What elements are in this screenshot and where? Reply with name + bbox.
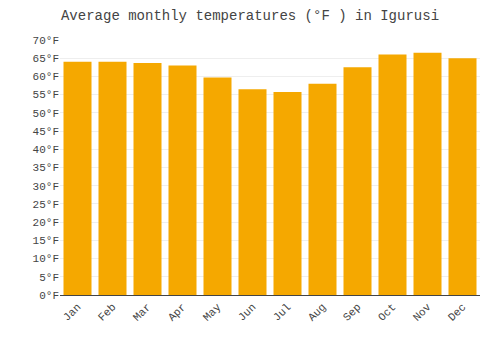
svg-text:70°F: 70°F xyxy=(33,35,59,47)
svg-text:Apr: Apr xyxy=(166,301,188,323)
svg-text:40°F: 40°F xyxy=(33,144,59,156)
svg-text:35°F: 35°F xyxy=(33,162,59,174)
svg-text:10°F: 10°F xyxy=(33,253,59,265)
svg-text:Oct: Oct xyxy=(376,301,398,323)
svg-text:Average monthly temperatures (: Average monthly temperatures (°F ) in Ig… xyxy=(61,8,439,24)
svg-text:Jun: Jun xyxy=(236,301,258,323)
svg-text:5°F: 5°F xyxy=(39,272,59,284)
svg-text:Feb: Feb xyxy=(96,301,118,323)
svg-text:Aug: Aug xyxy=(306,301,328,323)
svg-text:Jan: Jan xyxy=(61,301,83,323)
svg-text:65°F: 65°F xyxy=(33,53,59,65)
svg-text:60°F: 60°F xyxy=(33,71,59,83)
svg-text:Mar: Mar xyxy=(131,301,153,323)
svg-text:30°F: 30°F xyxy=(33,181,59,193)
svg-text:Dec: Dec xyxy=(446,301,468,323)
svg-text:Jul: Jul xyxy=(271,301,293,323)
svg-text:0°F: 0°F xyxy=(39,290,59,302)
svg-text:Nov: Nov xyxy=(411,301,434,324)
svg-text:May: May xyxy=(201,301,224,324)
svg-text:20°F: 20°F xyxy=(33,217,59,229)
svg-text:25°F: 25°F xyxy=(33,199,59,211)
svg-text:15°F: 15°F xyxy=(33,235,59,247)
svg-text:55°F: 55°F xyxy=(33,89,59,101)
svg-text:Sep: Sep xyxy=(341,301,363,323)
svg-text:50°F: 50°F xyxy=(33,108,59,120)
svg-text:45°F: 45°F xyxy=(33,126,59,138)
